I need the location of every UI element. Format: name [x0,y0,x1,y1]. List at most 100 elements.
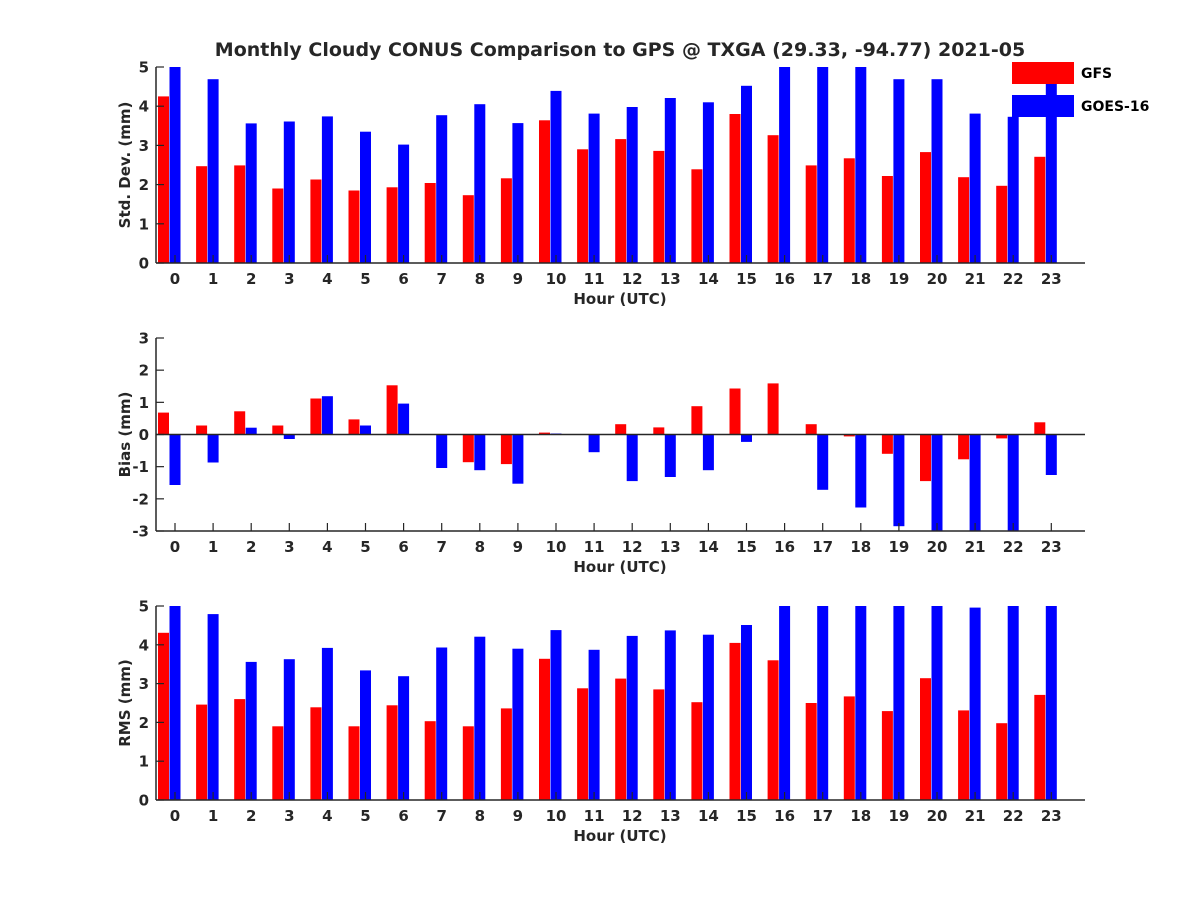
bar-goes-16-hour-11 [588,649,600,800]
bar-goes-16-hour-10 [550,630,562,800]
bar-gfs-hour-23 [1034,422,1046,435]
x-tick-label: 4 [322,538,332,556]
x-tick-label: 1 [208,538,218,556]
x-tick-label: 22 [1003,807,1024,825]
x-tick-label: 13 [660,807,681,825]
bar-gfs-hour-14 [691,406,703,435]
x-tick-label: 8 [475,807,485,825]
bar-gfs-hour-5 [348,419,360,435]
x-tick-label: 12 [622,807,643,825]
bar-goes-16-hour-11 [588,434,600,453]
bar-goes-16-hour-14 [702,102,714,263]
bar-goes-16-hour-3 [283,434,295,439]
bar-goes-16-hour-6 [398,403,410,435]
x-tick-label: 7 [436,270,446,288]
x-tick-label: 6 [398,538,408,556]
x-tick-label: 3 [284,538,294,556]
bar-gfs-hour-18 [843,434,855,437]
bar-gfs-hour-0 [158,96,169,264]
x-tick-label: 8 [475,270,485,288]
x-tick-label: 10 [546,270,567,288]
x-tick-label: 22 [1003,270,1024,288]
y-tick-label: 3 [139,330,149,348]
y-tick-label: -1 [132,458,149,476]
y-tick-label: -3 [132,523,149,541]
y-tick-label: 2 [139,714,149,732]
bar-gfs-hour-12 [615,139,627,263]
x-tick-label: 16 [774,538,795,556]
bar-goes-16-hour-17 [817,434,829,490]
x-axis-label: Hour (UTC) [573,290,666,308]
bar-gfs-hour-11 [577,688,589,800]
y-axis-label: Std. Dev. (mm) [116,102,134,229]
x-tick-label: 16 [774,807,795,825]
x-tick-label: 23 [1041,270,1062,288]
bar-goes-16-hour-1 [207,79,219,263]
bar-goes-16-hour-5 [360,670,371,800]
bar-gfs-hour-12 [615,424,627,435]
bar-goes-16-hour-8 [474,434,486,471]
bar-goes-16-hour-16 [779,67,791,263]
bar-gfs-hour-23 [1034,156,1046,263]
x-tick-label: 23 [1041,538,1062,556]
y-tick-label: 1 [139,215,149,233]
bar-goes-16-hour-4 [321,396,333,435]
x-tick-label: 9 [513,270,523,288]
bar-goes-16-hour-21 [969,113,981,263]
bar-gfs-hour-0 [158,632,169,800]
x-tick-label: 3 [284,270,294,288]
x-tick-label: 4 [322,270,332,288]
bar-goes-16-hour-5 [360,131,371,263]
y-tick-label: 2 [139,362,149,380]
x-tick-label: 8 [475,538,485,556]
x-tick-label: 5 [360,807,370,825]
bar-gfs-hour-22 [996,723,1008,800]
x-tick-label: 20 [927,538,948,556]
bar-gfs-hour-18 [843,158,855,263]
bar-gfs-hour-19 [881,176,893,263]
x-tick-label: 18 [850,807,871,825]
bar-goes-16-hour-3 [283,659,295,800]
chart-title: Monthly Cloudy CONUS Comparison to GPS @… [215,39,1025,61]
bar-gfs-hour-10 [539,658,550,800]
bar-gfs-hour-4 [310,398,322,435]
bar-gfs-hour-13 [653,689,665,800]
bar-goes-16-hour-1 [207,434,219,463]
bars [158,606,1057,800]
bar-gfs-hour-3 [272,726,284,800]
bar-gfs-hour-15 [729,642,741,800]
x-tick-label: 13 [660,270,681,288]
x-tick-label: 7 [436,538,446,556]
bar-gfs-hour-3 [272,425,284,435]
bars [158,383,1057,531]
bar-goes-16-hour-17 [817,67,829,263]
bar-gfs-hour-15 [729,114,741,263]
bar-gfs-hour-5 [348,726,360,800]
bar-gfs-hour-16 [767,383,779,435]
bar-gfs-hour-6 [386,187,398,263]
x-tick-label: 21 [965,807,986,825]
bar-goes-16-hour-23 [1045,606,1057,800]
y-axis-label: RMS (mm) [116,659,134,746]
x-tick-label: 9 [513,807,523,825]
bar-goes-16-hour-7 [436,647,448,800]
x-tick-label: 15 [736,807,757,825]
bar-goes-16-hour-6 [398,676,410,800]
x-tick-label: 6 [398,270,408,288]
bar-goes-16-hour-12 [626,635,638,800]
x-tick-label: 6 [398,807,408,825]
bar-gfs-hour-16 [767,660,779,800]
bar-gfs-hour-21 [958,434,970,460]
bar-gfs-hour-7 [424,721,436,800]
bar-goes-16-hour-20 [931,434,943,531]
bar-goes-16-hour-13 [664,630,676,800]
bar-gfs-hour-1 [196,425,208,435]
x-tick-label: 17 [812,807,833,825]
bar-goes-16-hour-9 [512,123,524,263]
bar-gfs-hour-12 [615,678,627,800]
bar-goes-16-hour-13 [664,98,676,263]
bar-goes-16-hour-10 [550,90,562,264]
bar-gfs-hour-4 [310,179,322,263]
x-tick-label: 16 [774,270,795,288]
